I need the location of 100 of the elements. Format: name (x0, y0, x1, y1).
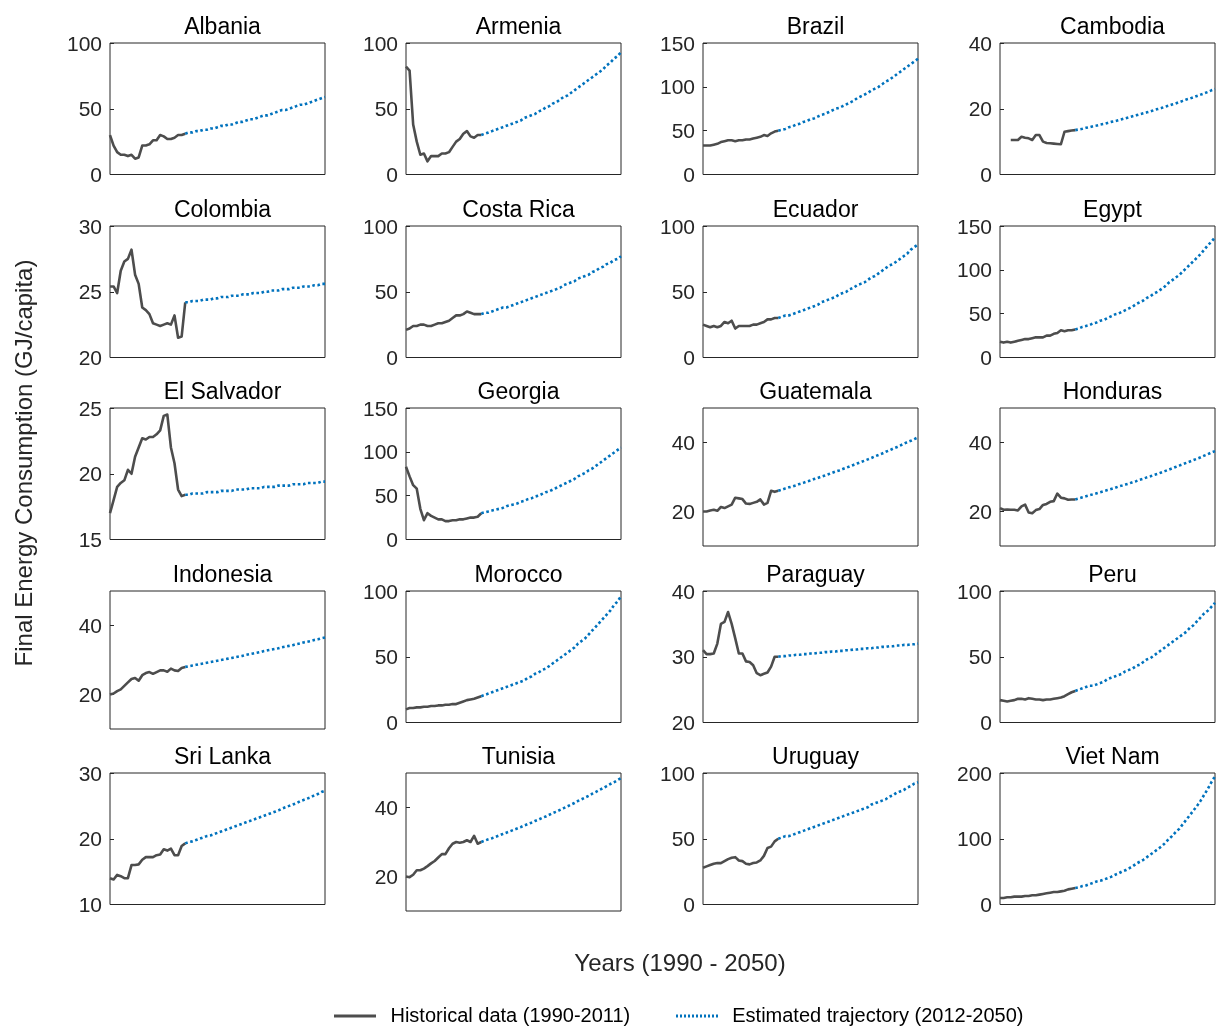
chart-title: Uruguay (772, 742, 860, 769)
chart-title: Honduras (1062, 377, 1163, 404)
y-axis-title: Final Energy Consumption (GJ/capita) (10, 259, 38, 667)
line-series (108, 413, 187, 515)
y-tick-label: 0 (980, 163, 992, 186)
chart-title: Armenia (475, 12, 562, 39)
line-series (108, 665, 187, 696)
y-tick-label: 100 (956, 827, 992, 851)
line-series (701, 610, 780, 677)
line-series (776, 243, 919, 320)
y-tick-label: 0 (980, 711, 992, 734)
y-tick-label: 50 (968, 645, 992, 669)
line-series (1073, 601, 1216, 693)
line-series (701, 837, 780, 869)
y-tick-label: 100 (362, 214, 398, 238)
y-tick-label: 100 (659, 761, 695, 785)
y-tick-label: 150 (659, 31, 695, 55)
line-series (1073, 236, 1216, 331)
line-series (404, 65, 483, 163)
line-series (404, 694, 483, 711)
y-tick-label: 100 (362, 579, 398, 603)
y-tick-label: 0 (980, 893, 992, 916)
y-tick-label: 50 (374, 645, 398, 669)
chart-title: Cambodia (1060, 12, 1166, 39)
line-series (998, 328, 1077, 344)
line-series (998, 492, 1077, 515)
y-tick-label: 15 (78, 528, 102, 551)
y-tick-label: 40 (78, 614, 102, 637)
line-series (1073, 87, 1216, 132)
chart-title: Georgia (477, 377, 560, 404)
chart-title: Paraguay (766, 560, 866, 587)
line-series (701, 489, 780, 513)
y-tick-label: 0 (980, 346, 992, 369)
chart-title: Guatemala (759, 377, 872, 404)
line-series (479, 594, 622, 698)
chart-title: Viet Nam (1065, 742, 1160, 769)
y-tick-label: 50 (968, 302, 992, 326)
legend-label: Historical data (1990-2011) (390, 1004, 631, 1027)
line-series (776, 57, 919, 132)
y-tick-label: 25 (78, 280, 102, 304)
line-series (776, 436, 919, 493)
y-tick-label: 20 (374, 865, 398, 888)
line-series (1009, 128, 1077, 146)
y-tick-label: 0 (90, 163, 102, 186)
y-tick-label: 20 (78, 827, 102, 851)
y-tick-label: 40 (968, 431, 992, 454)
y-tick-label: 40 (671, 431, 695, 454)
chart-title: Costa Rica (462, 195, 575, 222)
y-tick-label: 0 (386, 528, 398, 551)
y-tick-label: 50 (671, 119, 695, 143)
y-tick-label: 20 (78, 462, 102, 486)
line-series (183, 789, 326, 845)
y-tick-label: 50 (374, 484, 398, 508)
y-tick-label: 20 (78, 683, 102, 706)
y-tick-label: 20 (968, 97, 992, 121)
y-tick-label: 100 (66, 31, 102, 55)
line-series (1073, 449, 1216, 501)
line-series (1073, 774, 1216, 890)
y-tick-label: 100 (659, 214, 695, 238)
y-tick-label: 0 (683, 163, 695, 186)
line-series (701, 316, 780, 330)
chart-title: Egypt (1083, 195, 1143, 222)
y-tick-label: 0 (386, 163, 398, 186)
y-tick-label: 200 (956, 761, 992, 785)
y-tick-label: 40 (374, 796, 398, 819)
chart-title: Albania (184, 12, 262, 39)
line-series (183, 95, 326, 136)
chart-title: Colombia (173, 195, 272, 222)
y-tick-label: 40 (671, 579, 695, 603)
y-tick-label: 100 (362, 31, 398, 55)
y-tick-label: 30 (78, 761, 102, 785)
line-series (108, 248, 187, 340)
y-tick-label: 25 (78, 396, 102, 420)
y-tick-label: 20 (968, 500, 992, 523)
y-tick-label: 30 (671, 645, 695, 669)
line-series (108, 132, 187, 161)
y-tick-label: 40 (968, 31, 992, 55)
line-series (404, 834, 483, 879)
line-series (183, 282, 326, 304)
line-series (776, 780, 919, 841)
chart-title: Ecuador (772, 195, 859, 222)
y-tick-label: 100 (956, 579, 992, 603)
chart-title: Sri Lanka (173, 742, 272, 769)
line-series (479, 50, 622, 137)
line-series (404, 310, 483, 332)
x-axis-title: Years (1990 - 2050) (574, 949, 786, 977)
line-series (479, 776, 622, 844)
y-tick-label: 30 (78, 214, 102, 238)
y-tick-label: 0 (683, 893, 695, 916)
y-tick-label: 100 (362, 440, 398, 464)
y-tick-label: 20 (78, 346, 102, 369)
y-tick-label: 150 (956, 214, 992, 238)
line-series (479, 446, 622, 515)
chart-title: Tunisia (481, 742, 556, 769)
y-tick-label: 0 (386, 711, 398, 734)
chart-title: Brazil (786, 12, 845, 39)
line-series (998, 886, 1077, 900)
y-tick-label: 20 (671, 711, 695, 734)
line-series (108, 842, 187, 881)
y-tick-label: 150 (362, 396, 398, 420)
